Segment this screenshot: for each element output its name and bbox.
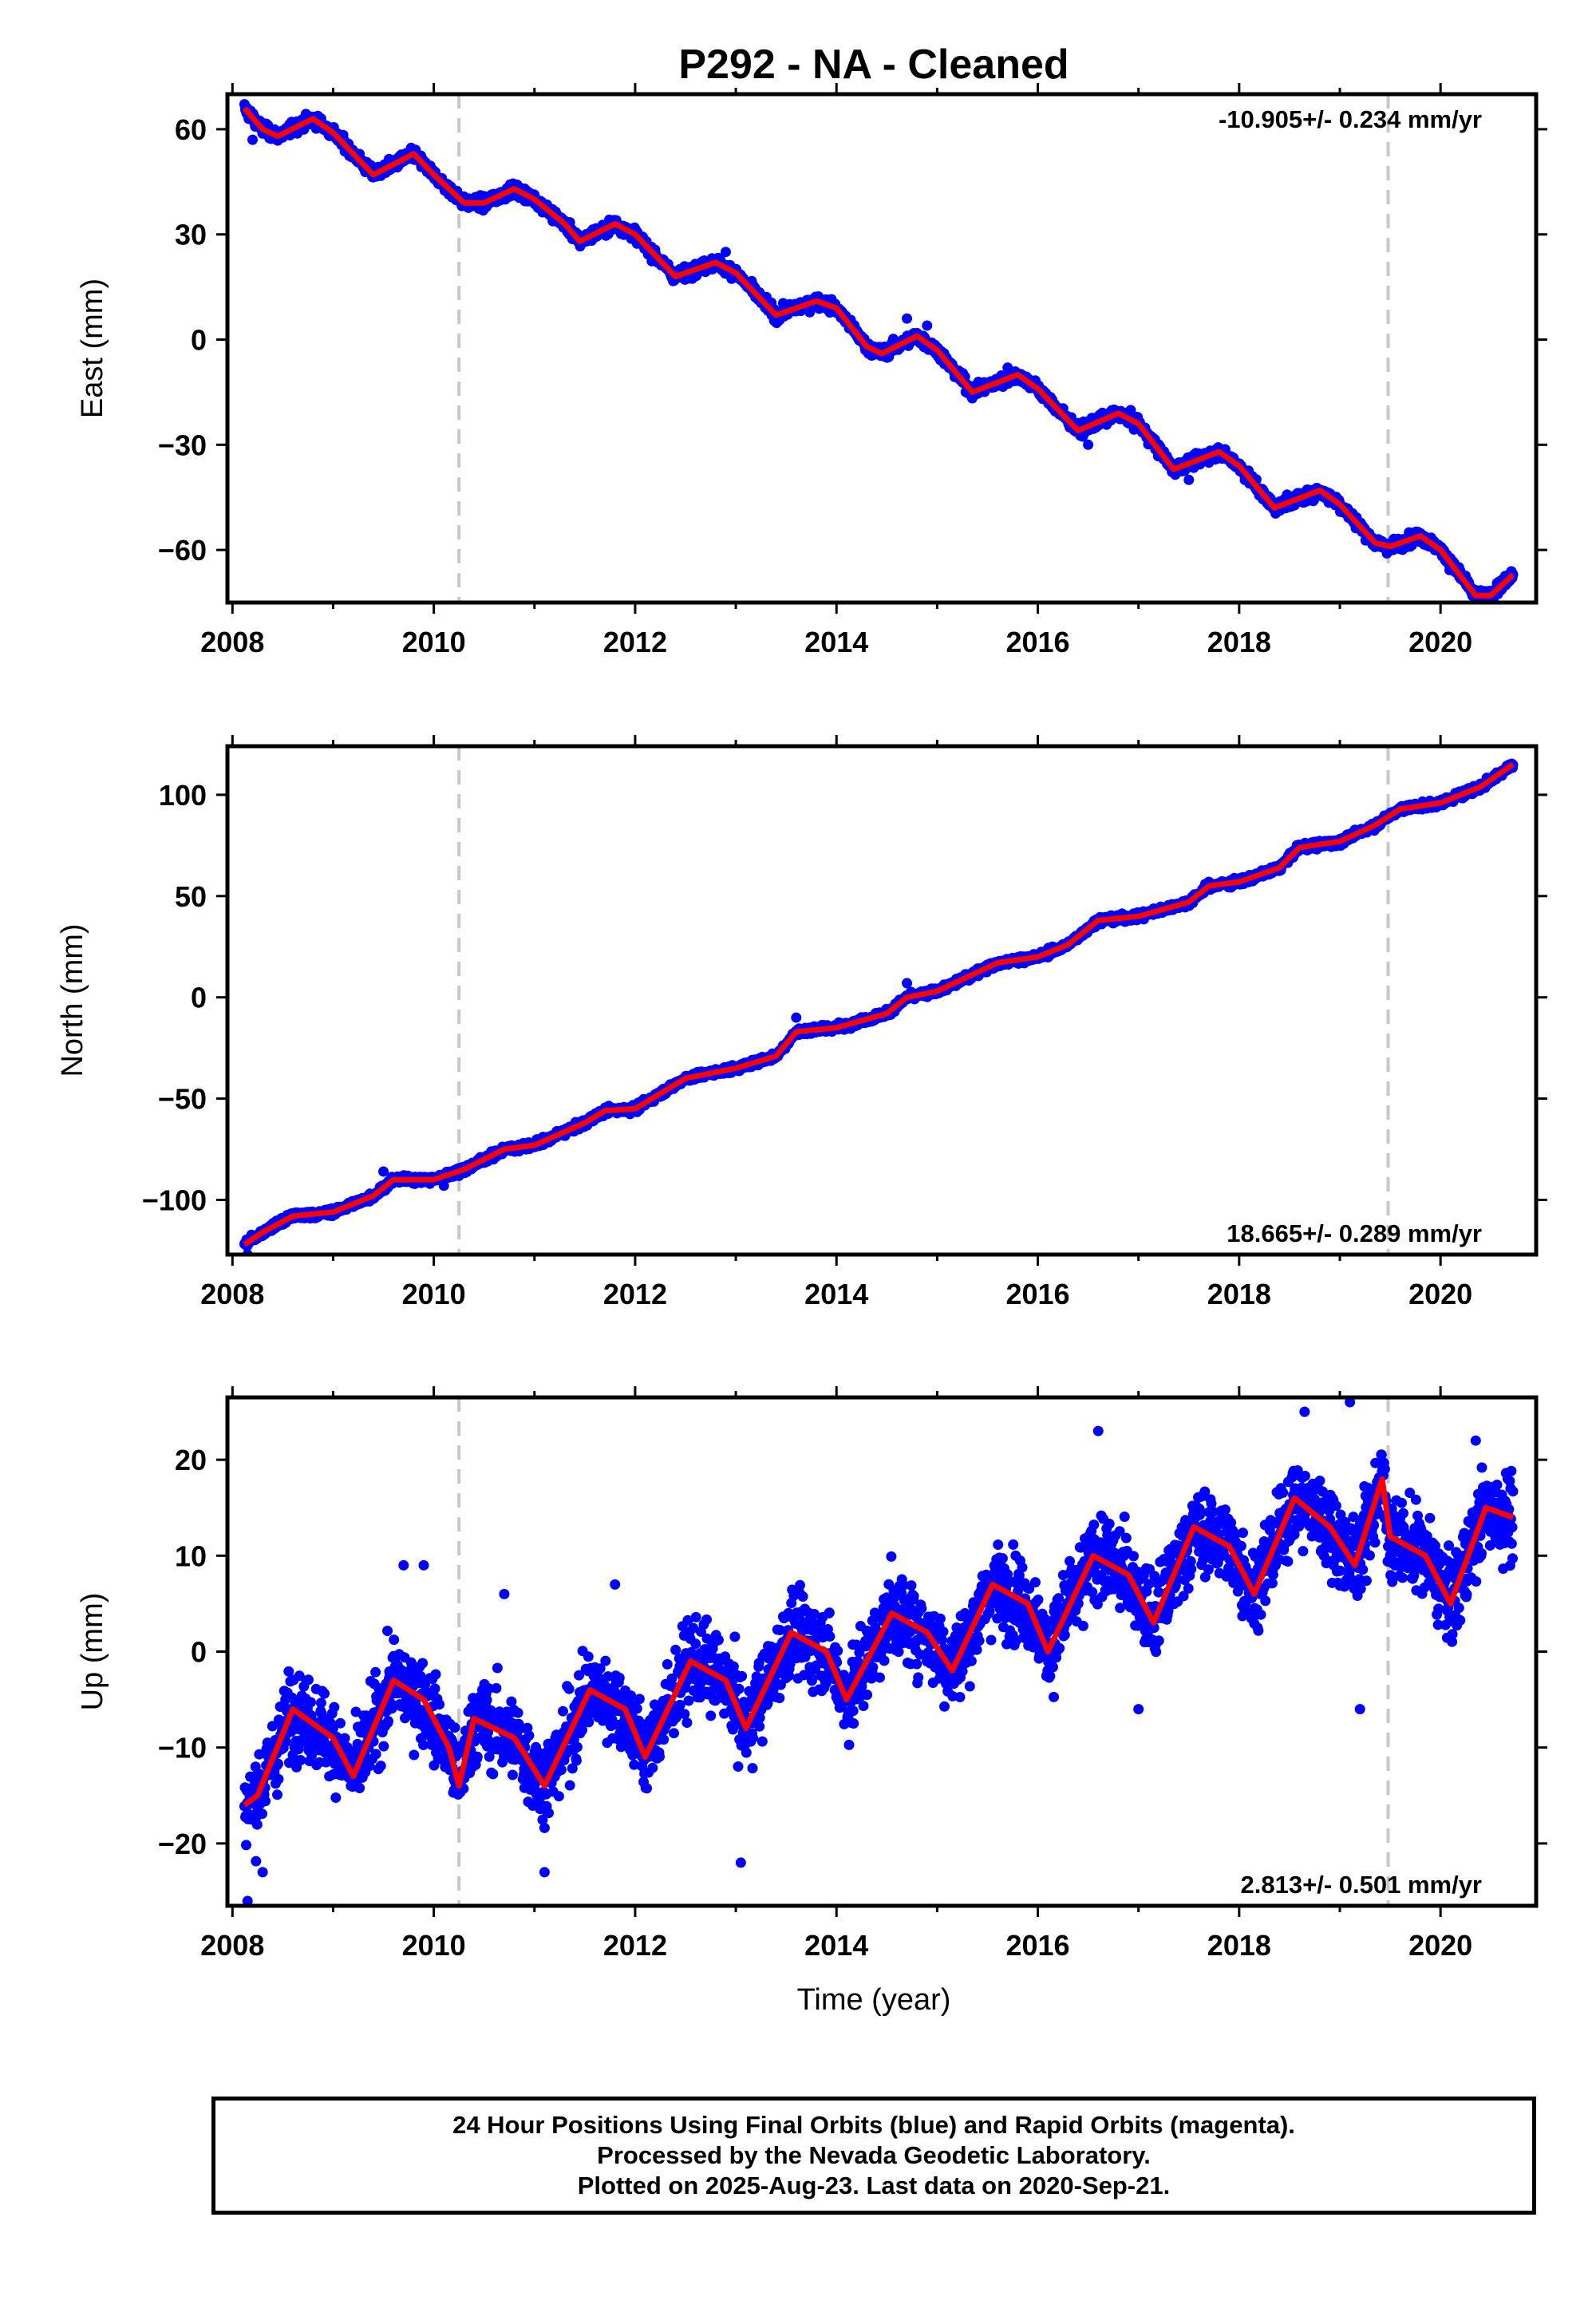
x-tick-label: 2020 <box>1408 626 1472 658</box>
model-curve <box>242 106 1515 599</box>
north-panel: 2008 2010 2012 2014 2016 2018 2020−100−5005010… <box>56 735 1547 1310</box>
data-point <box>247 134 259 145</box>
chart-title: P292 - NA - Cleaned <box>678 41 1069 88</box>
y-tick-label: 60 <box>175 113 207 146</box>
x-tick-label: 2012 <box>603 626 667 658</box>
x-tick-label: 2014 <box>804 626 868 658</box>
data-point <box>902 313 913 324</box>
x-tick-label: 2010 <box>402 626 466 658</box>
east-panel: 2008 2010 2012 2014 2016 2018 2020 −60 −30 0 30 60 E… <box>76 83 1547 658</box>
plot-frame <box>225 92 1539 605</box>
y-tick-label: 30 <box>175 219 207 251</box>
x-tick-label: 2016 <box>1005 626 1069 658</box>
rate-label: -10.905+/- 0.234 mm/yr <box>1219 105 1482 133</box>
x-tick-label: 2018 <box>1207 626 1271 658</box>
data-point <box>1183 474 1195 485</box>
data-point <box>1002 362 1013 373</box>
y-tick-label: 0 <box>191 324 207 357</box>
y-axis-label: East (mm) <box>76 279 109 418</box>
y-tick-label: −60 <box>158 534 207 567</box>
data-point <box>922 320 933 331</box>
data-point <box>720 247 731 258</box>
x-tick-label: 2008 <box>200 626 264 658</box>
y-tick-label: −30 <box>158 429 207 461</box>
data-point <box>1083 439 1094 450</box>
scatter-points <box>239 758 1519 1255</box>
